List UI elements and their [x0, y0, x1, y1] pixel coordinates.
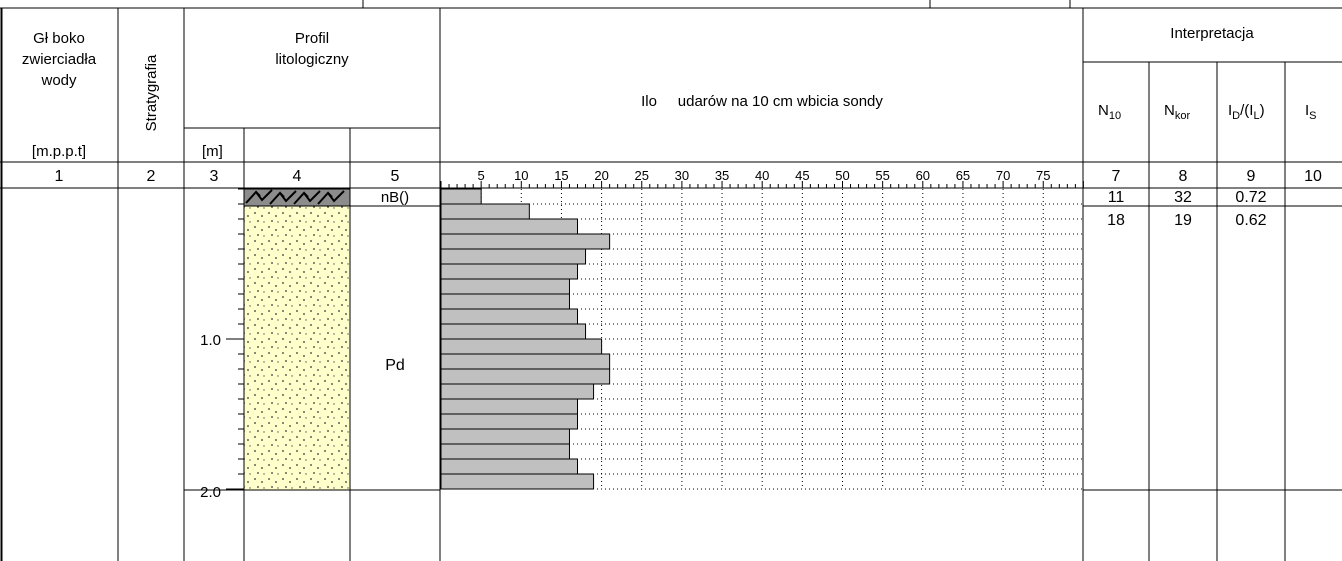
- blow-count-bar: [440, 458, 579, 475]
- col-number: 1: [55, 168, 64, 185]
- x-tick-label: 70: [996, 168, 1010, 183]
- n10-value: 11: [1108, 189, 1125, 206]
- x-tick-label: 20: [594, 168, 608, 183]
- blow-count-bar: [440, 398, 579, 415]
- col-number: 2: [147, 168, 156, 185]
- is-heading: IS: [1305, 102, 1317, 122]
- x-tick-label: 45: [795, 168, 809, 183]
- col-number: 3: [210, 168, 219, 185]
- depth-label: 2.0: [200, 484, 221, 501]
- n10-heading: N10: [1098, 102, 1121, 122]
- blow-count-bar: [440, 443, 570, 460]
- sand-layer-block: [243, 205, 351, 491]
- interpretation-heading: Interpretacja: [1170, 25, 1254, 42]
- nkor-heading: Nkor: [1164, 102, 1190, 122]
- id-value: 0.62: [1235, 212, 1266, 229]
- x-tick-label: 30: [675, 168, 689, 183]
- n10-value: 18: [1107, 212, 1125, 229]
- layer-code: Pd: [385, 357, 405, 374]
- blow-count-bar: [440, 233, 611, 250]
- header: Gł boko zwierciadła wody [m.p.p.t] Strat…: [22, 25, 1317, 160]
- lithology-column: nB() Pd: [243, 188, 409, 491]
- blow-count-bar: [440, 263, 579, 280]
- blow-count-bar: [440, 308, 579, 325]
- id-value: 0.72: [1235, 189, 1266, 206]
- blow-count-bar: [440, 293, 570, 310]
- interpretation-values: 11 32 0.72 18 19 0.62: [1107, 189, 1267, 229]
- col-number: 7: [1112, 168, 1121, 185]
- sounding-chart: 5 10 15 20 25 30 35 40 45 50 55 60 65 70 75: [440, 168, 1084, 490]
- blow-count-bar: [440, 368, 611, 385]
- depth-scale: [226, 188, 244, 490]
- x-tick-label: 10: [514, 168, 528, 183]
- blow-count-bar: [440, 338, 603, 355]
- x-tick-label: 40: [755, 168, 769, 183]
- blow-count-bar: [440, 218, 579, 235]
- blow-count-bar: [440, 203, 530, 220]
- stratigraphy-heading: Stratygrafia: [143, 54, 160, 131]
- x-tick-label: 60: [916, 168, 930, 183]
- blow-count-bar: [440, 413, 579, 430]
- x-tick-label: 50: [835, 168, 849, 183]
- table-frame: [0, 7, 1342, 561]
- water-level-heading-line1: Gł boko: [33, 30, 85, 47]
- blow-count-bar: [440, 473, 595, 490]
- top-stub-lines: [362, 0, 1071, 8]
- profile-heading-line1: Profil: [295, 30, 329, 47]
- id-il-heading: ID/(IL): [1228, 102, 1265, 122]
- profile-heading-line2: litologiczny: [275, 51, 349, 68]
- water-level-heading-line2: zwierciadła: [22, 51, 97, 68]
- col-number: 5: [391, 168, 400, 185]
- x-tick-label: 75: [1036, 168, 1050, 183]
- x-tick-label: 5: [478, 168, 485, 183]
- blow-count-bar: [440, 188, 482, 205]
- col-number: 8: [1179, 168, 1188, 185]
- col-number: 9: [1247, 168, 1256, 185]
- x-tick-label: 15: [554, 168, 568, 183]
- depth-unit: [m]: [202, 143, 223, 160]
- nkor-value: 32: [1174, 189, 1192, 206]
- column-numbers: 1 2 3 4 5 7 8 9 10: [55, 168, 1322, 185]
- nkor-value: 19: [1174, 212, 1192, 229]
- blow-count-bar: [440, 428, 570, 445]
- water-level-heading-line3: wody: [40, 72, 77, 89]
- x-tick-label: 25: [635, 168, 649, 183]
- col-number: 4: [293, 168, 302, 185]
- water-level-unit: [m.p.p.t]: [32, 143, 86, 160]
- x-tick-label: 55: [875, 168, 889, 183]
- sounding-title: Ilo udarów na 10 cm wbicia sondy: [641, 93, 883, 110]
- blow-count-bar: [440, 353, 611, 370]
- blow-count-bar: [440, 323, 587, 340]
- x-tick-label: 35: [715, 168, 729, 183]
- blow-count-bar: [440, 383, 595, 400]
- col-number: 10: [1304, 168, 1322, 185]
- fill-layer-hatch: [245, 189, 345, 205]
- layer-code: nB(): [381, 189, 409, 206]
- x-tick-label: 65: [956, 168, 970, 183]
- blow-count-bar: [440, 278, 570, 295]
- blow-count-bar: [440, 248, 587, 265]
- depth-label: 1.0: [200, 332, 221, 349]
